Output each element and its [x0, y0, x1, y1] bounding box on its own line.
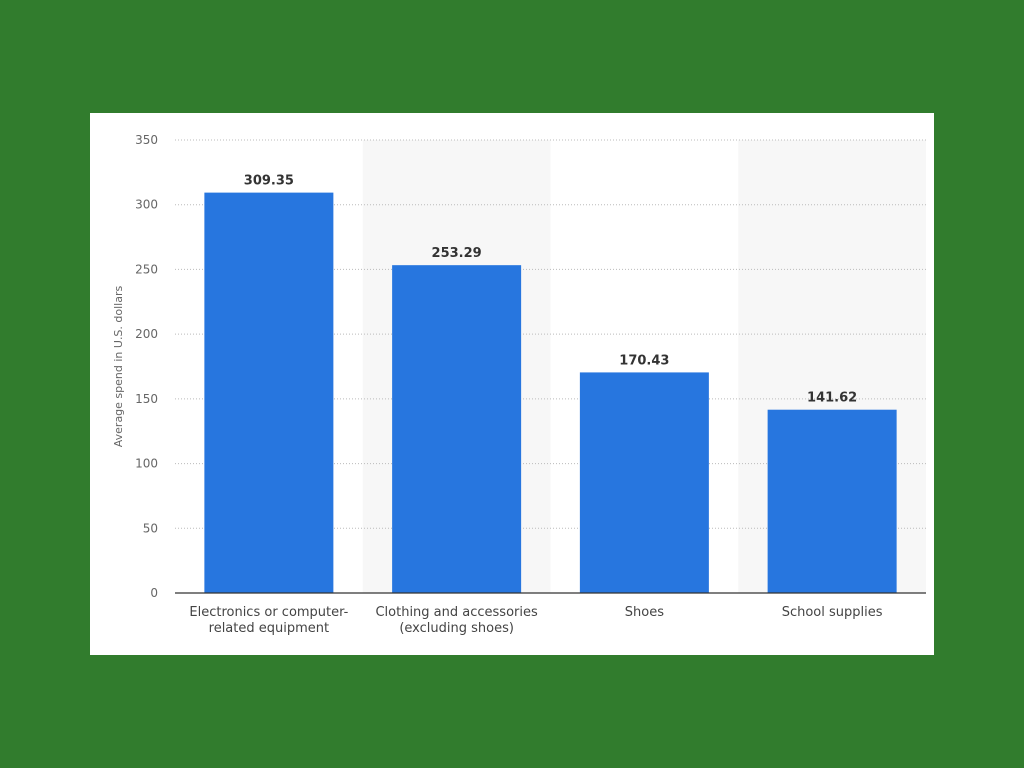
category-label: Shoes [625, 605, 664, 620]
y-tick-label: 200 [135, 327, 158, 341]
y-tick-label: 150 [135, 392, 158, 406]
bar [392, 265, 522, 593]
y-tick-label: 350 [135, 133, 158, 147]
value-label: 309.35 [244, 174, 294, 189]
bar [204, 192, 334, 593]
bars [204, 192, 897, 593]
bar [767, 409, 897, 593]
category-label: Electronics or computer-related equipmen… [189, 605, 348, 636]
value-label: 141.62 [807, 391, 857, 406]
bar-chart: 0 50 100 150 200 250 300 350 309.35 253.29 170.43… [112, 133, 926, 636]
category-label: Clothing and accessories (excluding shoes… [375, 605, 538, 636]
value-labels: 309.35 253.29 170.43 141.62 [244, 174, 857, 406]
y-tick-labels: 0 50 100 150 200 250 300 350 [135, 133, 158, 600]
y-tick-label: 0 [150, 586, 158, 600]
category-label: School supplies [782, 605, 883, 620]
gridlines [175, 139, 926, 529]
y-tick-label: 100 [135, 457, 158, 471]
chart-card: 0 50 100 150 200 250 300 350 309.35 253.29 170.43… [90, 113, 934, 655]
value-label: 170.43 [619, 353, 669, 368]
category-labels: Electronics or computer-related equipmen… [189, 605, 882, 636]
y-axis-title: Average spend in U.S. dollars [112, 285, 125, 447]
y-tick-label: 250 [135, 262, 158, 276]
value-label: 253.29 [432, 246, 482, 261]
bar [579, 372, 709, 593]
y-tick-label: 300 [135, 198, 158, 212]
y-tick-label: 50 [143, 521, 158, 535]
